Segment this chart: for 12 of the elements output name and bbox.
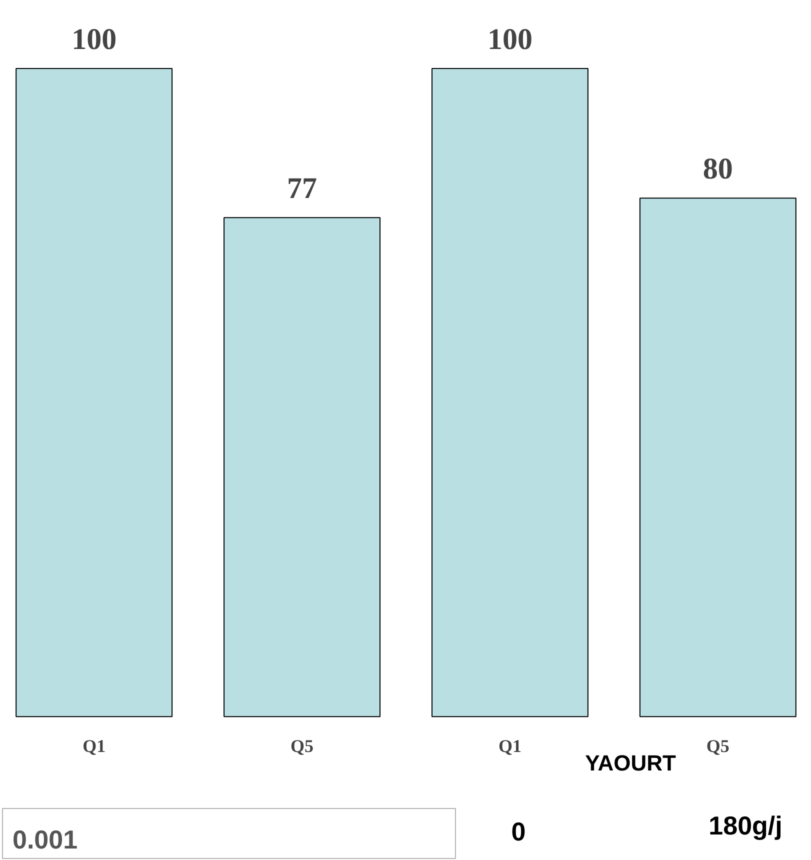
x-tick-label: Q1 xyxy=(498,736,522,756)
text: 0 xyxy=(511,816,526,846)
data-label: 77 xyxy=(287,172,318,206)
text: YAOURT xyxy=(585,750,676,776)
text: 0.001 xyxy=(12,824,78,854)
data-label: 80 xyxy=(702,152,733,186)
x-tick-label: Q1 xyxy=(82,736,106,756)
data-label: 100 xyxy=(72,23,117,56)
text: 180g/j xyxy=(708,810,782,840)
data-label: 100 xyxy=(487,23,532,56)
x-tick-label: Q5 xyxy=(290,736,314,756)
x-tick-label: Q5 xyxy=(706,736,730,756)
